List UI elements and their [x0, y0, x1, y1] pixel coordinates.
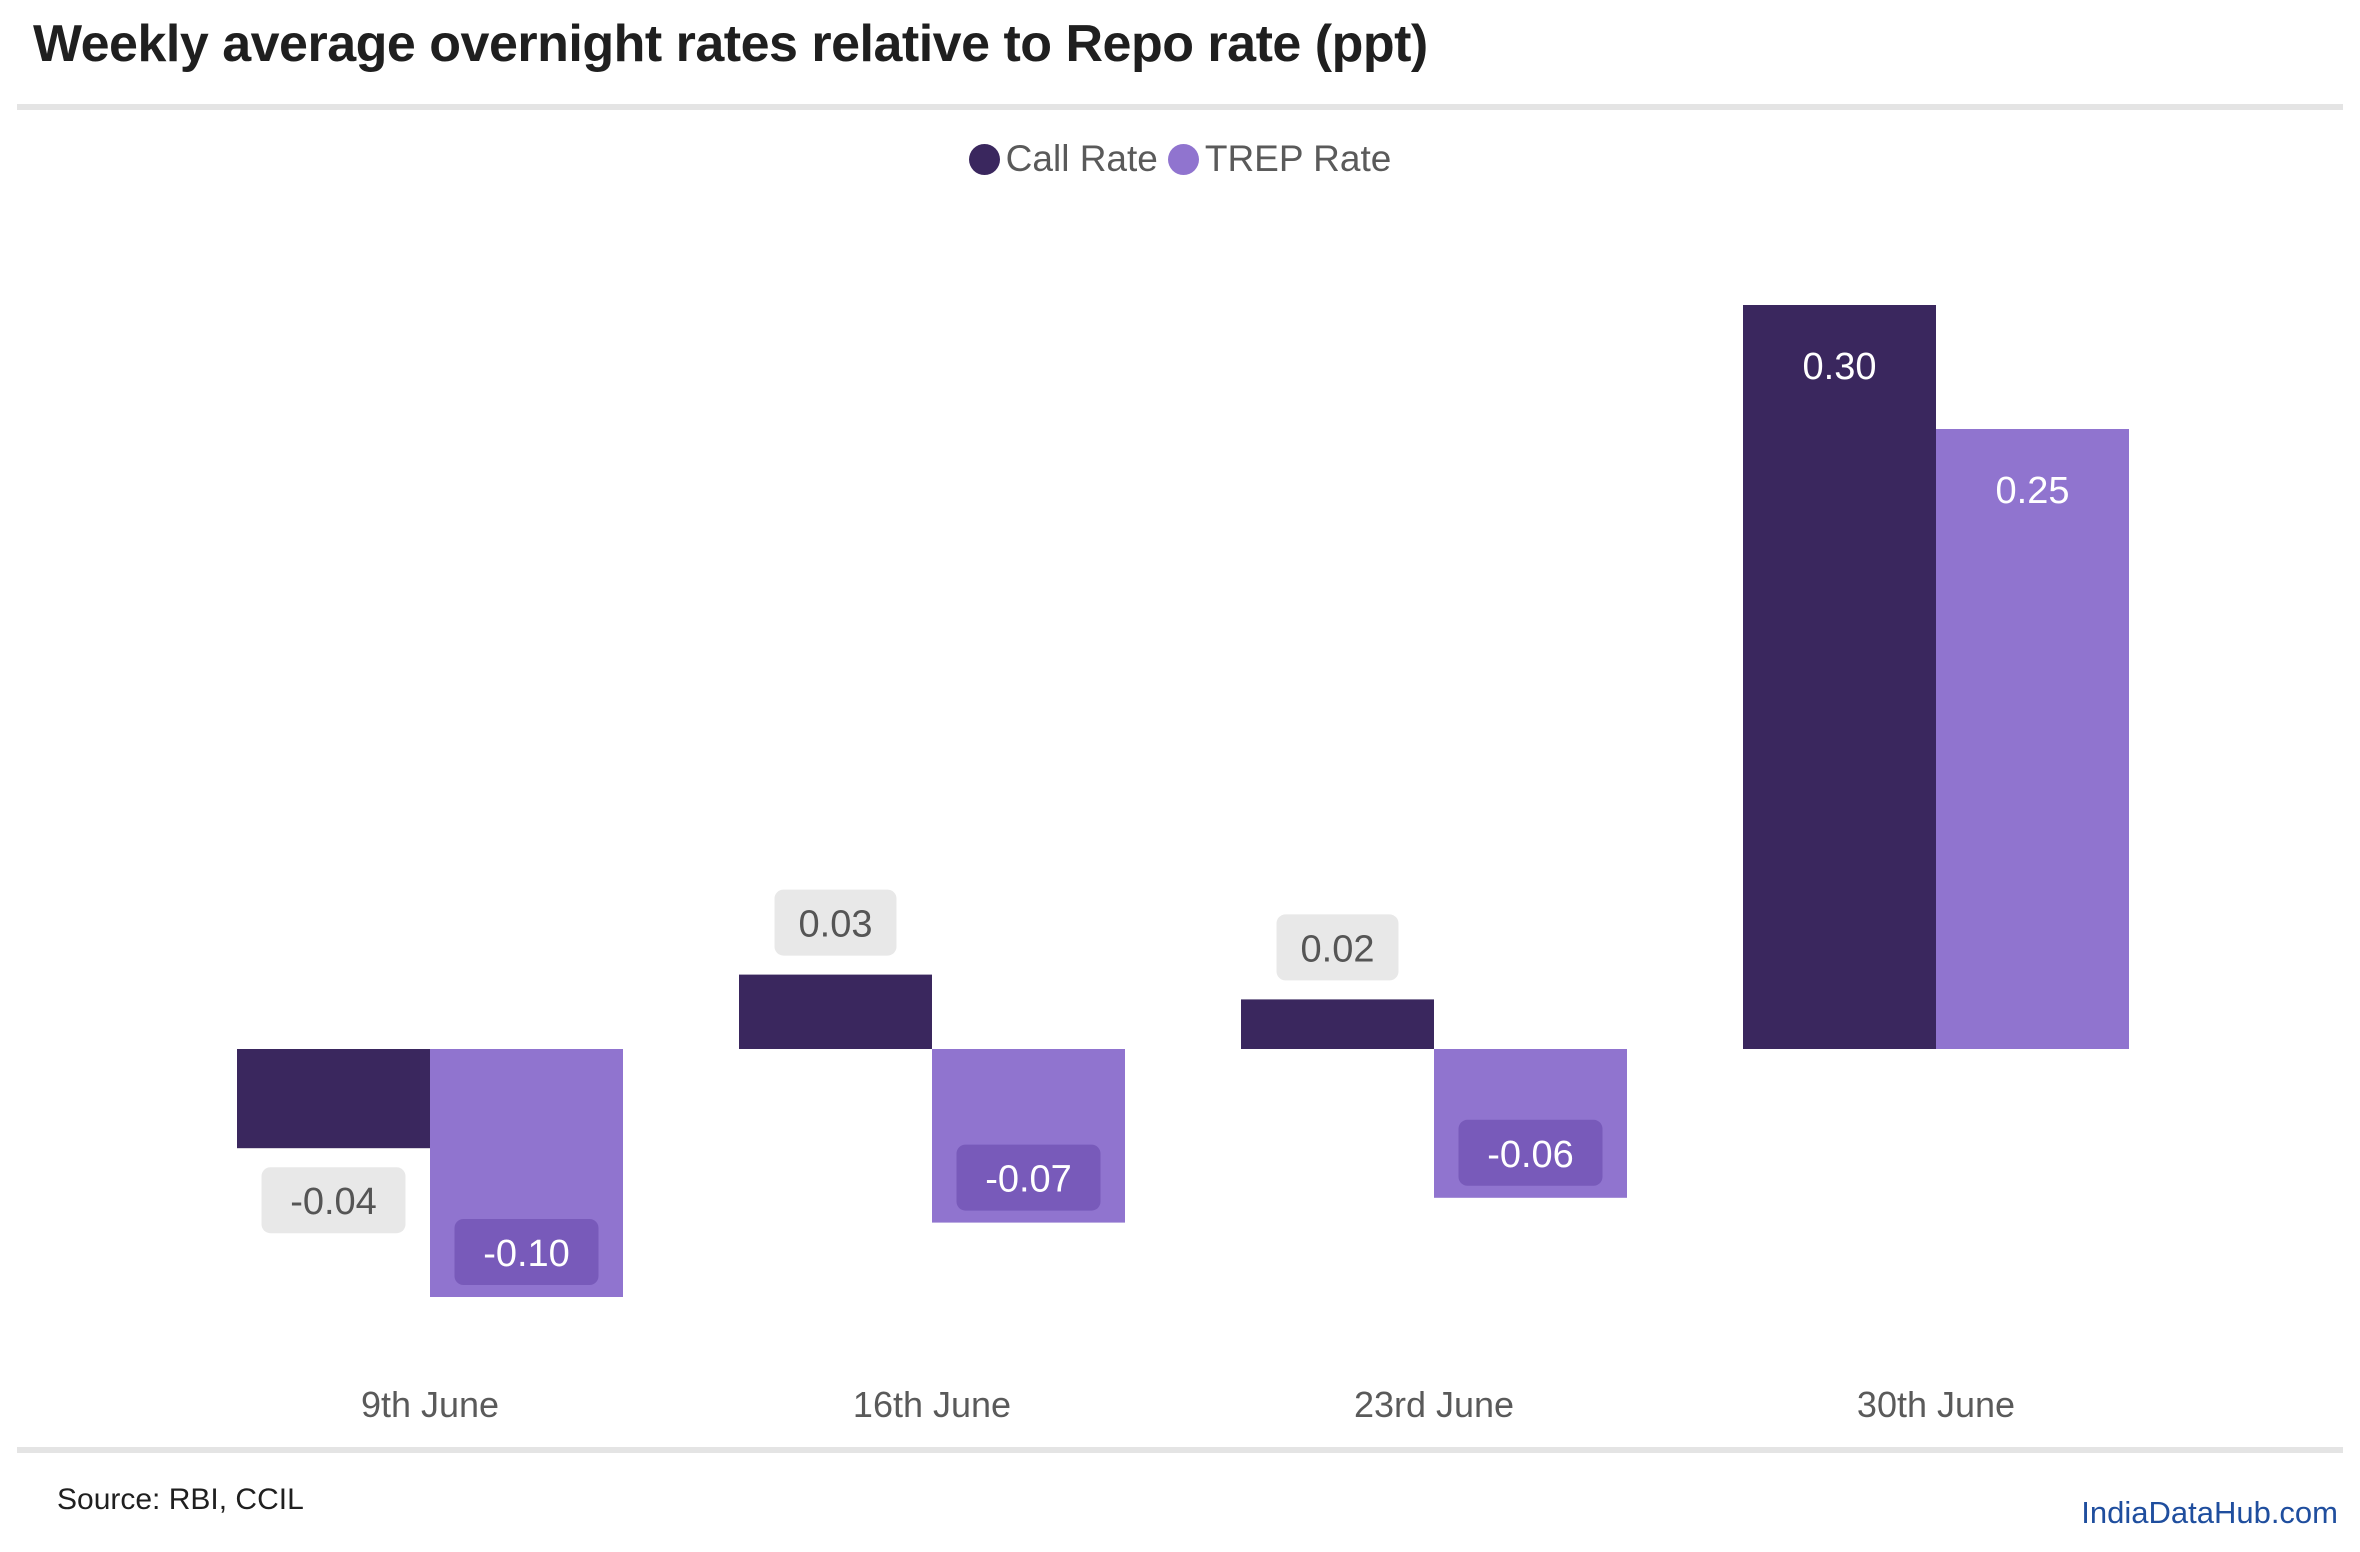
- data-label-bg: [1276, 914, 1399, 981]
- bar-call-rate: [1241, 999, 1434, 1049]
- data-label-bg: [261, 1167, 406, 1234]
- x-tick-label: 9th June: [361, 1384, 499, 1425]
- legend-label-call-rate: Call Rate: [1005, 138, 1158, 179]
- top-divider: [17, 104, 2343, 110]
- bar-trep-rate: [1936, 429, 2129, 1049]
- data-label-bg: [956, 1144, 1101, 1211]
- data-label-bg: [1458, 1119, 1603, 1186]
- data-label: 0.03: [799, 904, 873, 946]
- bottom-divider: [17, 1447, 2343, 1453]
- source-note: Source: RBI, CCIL: [57, 1483, 304, 1516]
- chart-title: Weekly average overnight rates relative …: [33, 15, 1428, 73]
- x-tick-label: 30th June: [1857, 1384, 2015, 1425]
- bar-call-rate: [1743, 305, 1936, 1049]
- bar-call-rate: [739, 974, 932, 1049]
- data-label: 0.25: [1996, 470, 2070, 512]
- brand-watermark: IndiaDataHub.com: [2081, 1495, 2338, 1530]
- data-label: -0.10: [483, 1233, 570, 1275]
- data-label-bg: [454, 1219, 599, 1285]
- legend-item-trep-rate: TREP Rate: [1167, 138, 1392, 180]
- legend-swatch-call-rate: [968, 143, 1000, 175]
- data-label: 0.02: [1301, 928, 1375, 970]
- x-tick-label: 16th June: [853, 1384, 1011, 1425]
- legend-item-call-rate: Call Rate: [968, 138, 1158, 180]
- data-label: -0.06: [1487, 1134, 1574, 1176]
- x-tick-label: 23rd June: [1354, 1384, 1514, 1425]
- data-label: -0.07: [985, 1159, 1072, 1201]
- data-label: 0.30: [1803, 346, 1877, 388]
- data-label-bg: [774, 889, 897, 956]
- bar-call-rate: [237, 1049, 430, 1149]
- chart-legend: Call Rate TREP Rate: [0, 138, 2360, 180]
- legend-swatch-trep-rate: [1167, 143, 1199, 175]
- legend-label-trep-rate: TREP Rate: [1204, 138, 1392, 179]
- data-label: -0.04: [290, 1181, 377, 1223]
